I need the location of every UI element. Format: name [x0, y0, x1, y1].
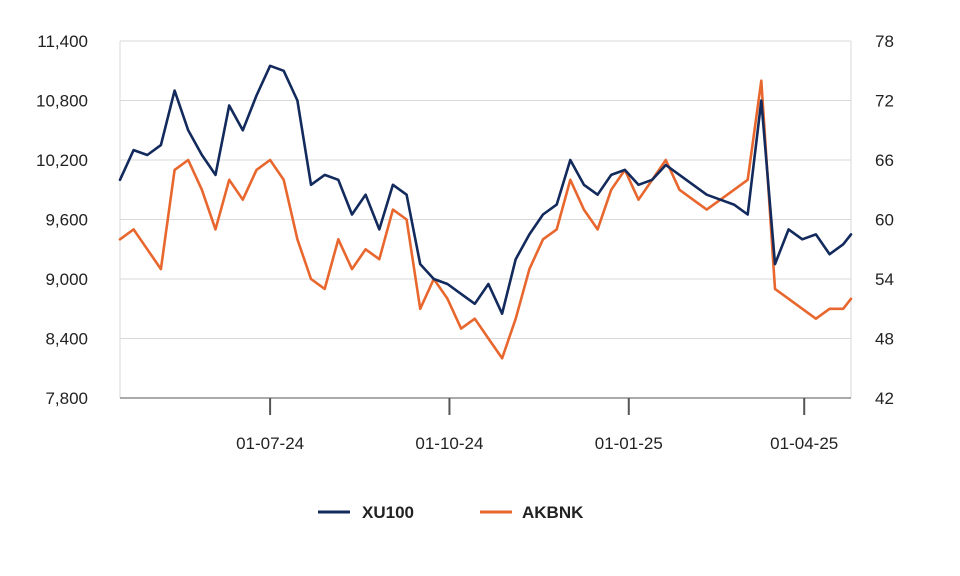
y-right-tick-label: 78 [875, 32, 894, 51]
legend-label-akbnk: AKBNK [522, 503, 584, 522]
y-right-tick-label: 60 [875, 211, 894, 230]
series-lines [118, 64, 853, 360]
x-tick-label: 01-07-24 [236, 434, 304, 453]
y-left-tick-label: 7,800 [45, 389, 88, 408]
y-left-tick-label: 10,800 [36, 92, 88, 111]
y-left-tick-label: 10,200 [36, 151, 88, 170]
x-tick-label: 01-10-24 [415, 434, 483, 453]
x-tick-label: 01-04-25 [770, 434, 838, 453]
y-left-tick-label: 9,000 [45, 270, 88, 289]
legend: XU100 AKBNK [318, 503, 584, 522]
gridlines [119, 40, 852, 399]
series-line-xu100 [118, 64, 853, 316]
y-left-tick-label: 11,400 [37, 32, 88, 51]
y-left-tick-label: 8,400 [45, 330, 88, 349]
y-right-tick-label: 42 [875, 389, 894, 408]
x-tick-label: 01-01-25 [595, 434, 663, 453]
y-right-tick-label: 48 [875, 330, 894, 349]
series-line-akbnk [118, 79, 853, 360]
y-right-tick-label: 72 [875, 92, 894, 111]
y-right-tick-label: 66 [875, 151, 894, 170]
y-right-tick-label: 54 [875, 270, 894, 289]
y-left-tick-label: 9,600 [45, 211, 88, 230]
axes: 11,400 10,800 10,200 9,600 9,000 8,400 7,800 78… [36, 32, 894, 453]
legend-label-xu100: XU100 [362, 503, 414, 522]
